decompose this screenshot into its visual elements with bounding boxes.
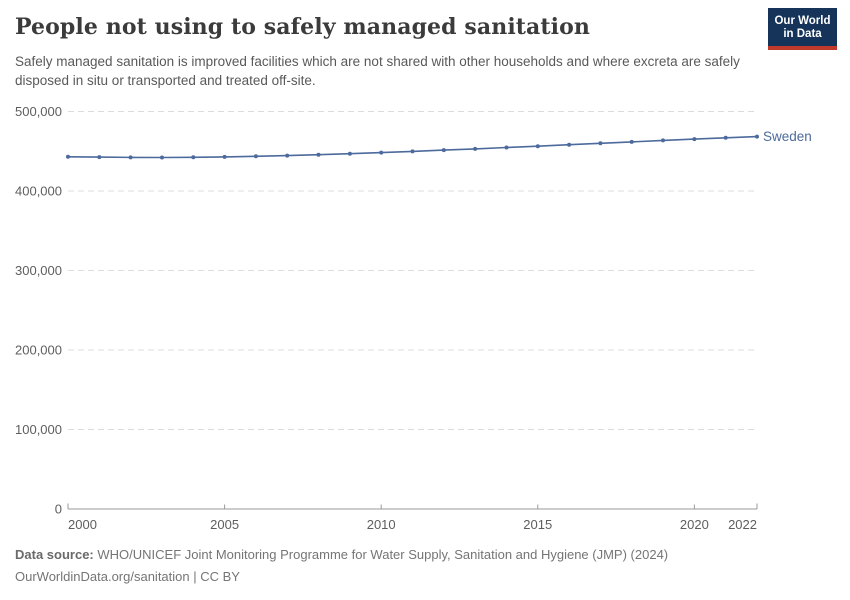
data-point[interactable] xyxy=(253,154,258,159)
data-point[interactable] xyxy=(504,145,509,150)
data-point[interactable] xyxy=(598,141,603,146)
data-point[interactable] xyxy=(473,146,478,151)
x-tick-label: 2015 xyxy=(523,517,552,532)
owid-logo-line2: in Data xyxy=(783,28,822,40)
data-point[interactable] xyxy=(191,155,196,160)
license-line[interactable]: OurWorldinData.org/sanitation | CC BY xyxy=(15,569,240,584)
data-point[interactable] xyxy=(347,151,352,156)
x-tick-label: 2010 xyxy=(367,517,396,532)
data-point[interactable] xyxy=(316,152,321,157)
series-end-label[interactable]: Sweden xyxy=(763,129,812,144)
chart-subtitle: Safely managed sanitation is improved fa… xyxy=(15,54,740,88)
owid-logo[interactable]: Our World in Data xyxy=(768,8,837,50)
data-point[interactable] xyxy=(692,137,697,142)
data-point[interactable] xyxy=(535,144,540,149)
data-point[interactable] xyxy=(723,135,728,140)
y-tick-label: 300,000 xyxy=(15,263,62,278)
data-point[interactable] xyxy=(755,134,759,139)
x-tick-label: 2000 xyxy=(68,517,97,532)
data-point[interactable] xyxy=(222,154,227,159)
page-title: People not using to safely managed sanit… xyxy=(15,14,590,40)
data-point[interactable] xyxy=(160,155,164,160)
x-tick-label: 2020 xyxy=(680,517,709,532)
owid-logo-red-strip xyxy=(768,46,837,50)
data-point[interactable] xyxy=(285,153,290,158)
data-source-line: Data source: WHO/UNICEF Joint Monitoring… xyxy=(15,544,668,566)
data-source-label: Data source: xyxy=(15,547,94,562)
chart-footer: Data source: WHO/UNICEF Joint Monitoring… xyxy=(15,544,668,588)
data-point[interactable] xyxy=(128,155,133,160)
data-point[interactable] xyxy=(661,138,665,143)
data-point[interactable] xyxy=(66,154,70,159)
x-tick-label: 2005 xyxy=(210,517,239,532)
data-point[interactable] xyxy=(629,139,634,144)
trend-line[interactable] xyxy=(67,135,758,159)
y-tick-label: 100,000 xyxy=(15,422,62,437)
data-point[interactable] xyxy=(567,142,572,147)
data-point[interactable] xyxy=(379,150,384,155)
data-source-text: WHO/UNICEF Joint Monitoring Programme fo… xyxy=(93,547,669,562)
y-tick-label: 200,000 xyxy=(15,343,62,358)
data-point[interactable] xyxy=(441,148,446,153)
y-tick-label: 500,000 xyxy=(15,104,62,119)
owid-logo-line1: Our World xyxy=(774,15,831,27)
data-point[interactable] xyxy=(97,155,102,160)
y-tick-label: 0 xyxy=(55,502,62,517)
data-point[interactable] xyxy=(410,149,415,154)
x-tick-label: 2022 xyxy=(728,517,757,532)
y-tick-label: 400,000 xyxy=(15,184,62,199)
